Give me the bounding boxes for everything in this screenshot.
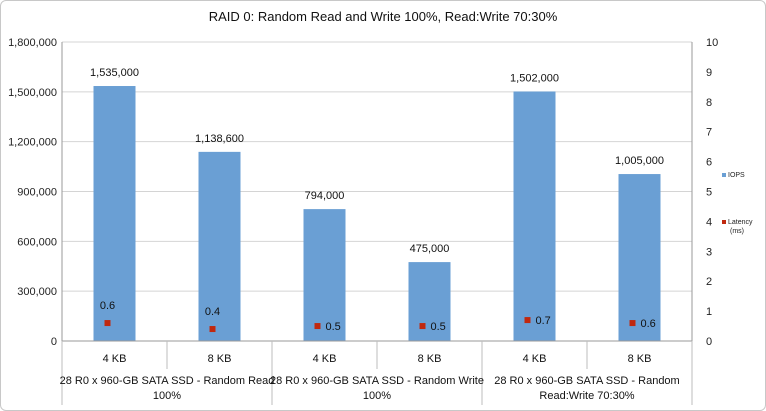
legend: IOPS Latency (ms) [722,172,753,235]
y-left-tick-label: 1,800,000 [8,37,57,49]
y-right-tick-label: 4 [706,216,712,228]
group-label: 28 R0 x 960-GB SATA SSD - Random [494,375,679,387]
iops-bar [513,91,556,341]
category-label: 8 KB [208,353,232,365]
group-label: Read:Write 70:30% [539,390,634,402]
iops-bar [408,262,451,341]
y-right-tick-label: 2 [706,276,712,288]
y-left-tick-label: 900,000 [17,187,57,199]
category-label: 4 KB [313,353,337,365]
iops-data-label: 1,502,000 [510,73,559,85]
latency-marker [629,320,636,327]
iops-bar [93,86,136,342]
category-label: 8 KB [628,353,652,365]
latency-data-label: 0.6 [100,300,115,312]
y-right-tick-label: 1 [706,306,712,318]
bars: 1,535,000 1,138,600 794,000 475,000 1,502,00… [90,67,664,342]
y-right-tick-label: 0 [706,336,712,348]
latency-marker [104,320,111,327]
latency-marker [209,326,216,333]
latency-marker [314,323,321,330]
latency-data-label: 0.4 [205,306,220,318]
axes: 0 300,000 600,000 900,000 1,200,000 1,500,000… [8,37,718,405]
y-right-tick-label: 8 [706,97,712,109]
group-label: 28 R0 x 960-GB SATA SSD - Random Read [60,375,275,387]
group-label: 100% [153,390,181,402]
iops-data-label: 475,000 [410,243,450,255]
group-label: 100% [363,390,391,402]
chart-title: RAID 0: Random Read and Write 100%, Read… [209,9,558,24]
legend-label-latency: (ms) [730,228,744,235]
iops-data-label: 1,005,000 [615,155,664,167]
iops-data-label: 794,000 [305,190,345,202]
y-right-tick-label: 10 [706,37,718,49]
y-left-tick-label: 1,200,000 [8,137,57,149]
latency-marker [524,317,531,324]
y-left-tick-label: 0 [51,336,57,348]
y-left-tick-label: 1,500,000 [8,87,57,99]
group-label: 28 R0 x 960-GB SATA SSD - Random Write [270,375,484,387]
latency-data-label: 0.5 [431,321,446,333]
iops-data-label: 1,535,000 [90,67,139,79]
latency-data-label: 0.7 [536,315,551,327]
legend-swatch-iops [722,173,726,177]
iops-bar [618,174,661,341]
y-right-tick-label: 3 [706,246,712,258]
iops-bar [198,151,241,341]
category-label: 8 KB [418,353,442,365]
y-right-tick-label: 5 [706,187,712,199]
gridlines [62,41,692,292]
latency-markers: 0.6 0.4 0.5 0.5 0.7 0.6 [100,300,656,333]
y-right-tick-label: 7 [706,127,712,139]
legend-label-iops: IOPS [728,172,745,179]
y-right-tick-label: 6 [706,157,712,169]
y-left-tick-label: 600,000 [17,236,57,248]
legend-swatch-latency [722,220,726,224]
latency-marker [419,323,426,330]
category-label: 4 KB [103,353,127,365]
y-right-tick-label: 9 [706,67,712,79]
latency-data-label: 0.5 [326,321,341,333]
latency-data-label: 0.6 [641,318,656,330]
iops-bar [303,209,346,341]
legend-label-latency: Latency [728,219,753,226]
y-left-tick-label: 300,000 [17,286,57,298]
category-label: 4 KB [523,353,547,365]
iops-data-label: 1,138,600 [195,133,244,145]
